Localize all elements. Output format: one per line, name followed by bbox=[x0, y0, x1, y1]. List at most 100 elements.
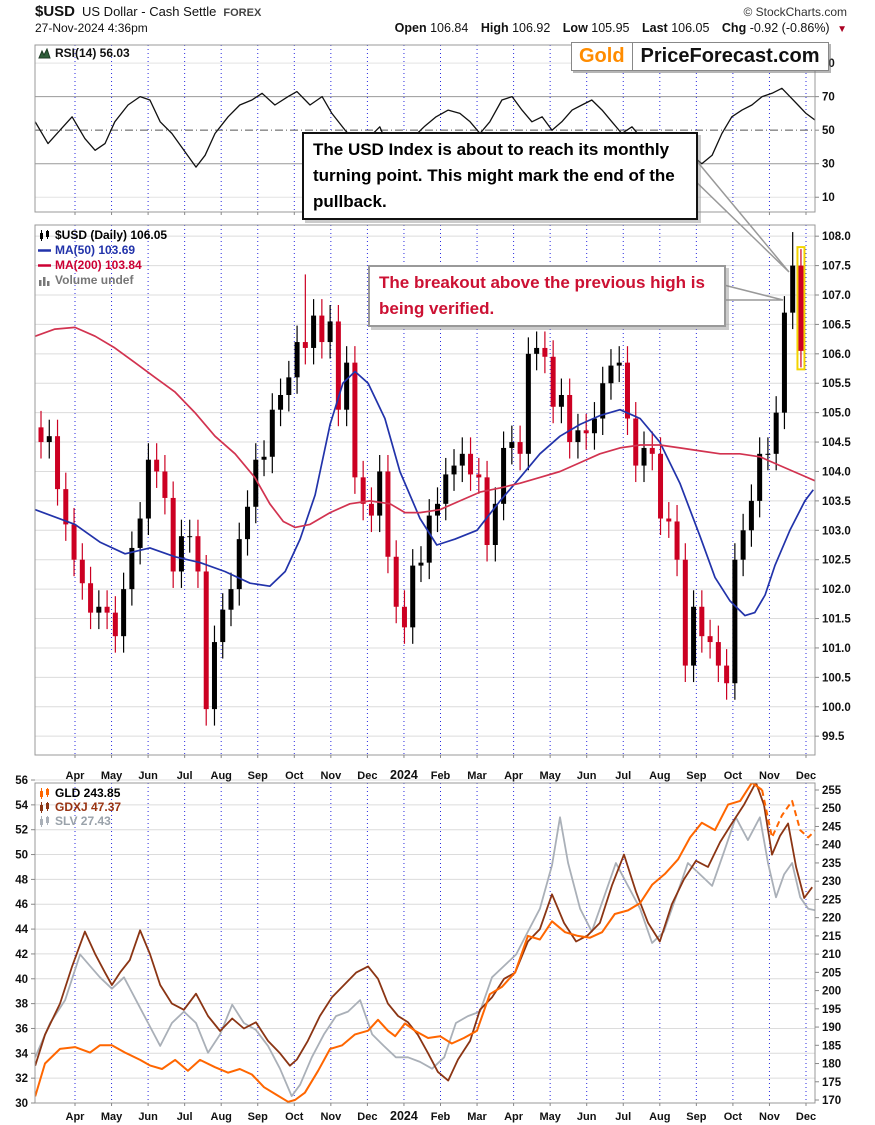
axis-label: 102.0 bbox=[822, 584, 851, 596]
metals-series bbox=[35, 783, 815, 1103]
axis-label: 70 bbox=[822, 92, 835, 104]
candle-body bbox=[509, 442, 515, 448]
rsi-legend: RSI(14) 56.03 bbox=[38, 46, 130, 60]
candle-body bbox=[641, 447, 647, 466]
candle-body bbox=[591, 418, 597, 434]
chart-title: $USD US Dollar - Cash Settle FOREX bbox=[35, 3, 261, 20]
candle-body bbox=[418, 562, 424, 566]
candle-body bbox=[501, 447, 507, 504]
slv-legend-label: SLV 27.43 bbox=[55, 814, 111, 828]
axis-label: 220 bbox=[822, 913, 841, 925]
month-label: Aug bbox=[211, 1111, 232, 1123]
chg-value: -0.92 (-0.86%) bbox=[749, 21, 830, 35]
candle-body bbox=[368, 503, 374, 516]
candle-body bbox=[773, 412, 779, 454]
month-label: Dec bbox=[796, 770, 816, 782]
last-value: 106.05 bbox=[671, 21, 710, 35]
candle-body bbox=[71, 524, 77, 560]
month-label: Sep bbox=[686, 770, 706, 782]
month-label: Aug bbox=[649, 770, 670, 782]
axis-label: 42 bbox=[15, 949, 28, 961]
axis-label: 205 bbox=[822, 967, 842, 979]
month-label: Apr bbox=[66, 770, 86, 782]
axis-label: 195 bbox=[822, 1004, 842, 1016]
slv-line bbox=[35, 816, 815, 1097]
candle-body bbox=[633, 418, 639, 466]
candle-body bbox=[542, 347, 548, 357]
ma200-line-icon bbox=[38, 260, 51, 271]
ma50-line-icon bbox=[38, 245, 51, 256]
gld-line bbox=[761, 789, 815, 839]
candle-body bbox=[327, 321, 333, 343]
callout-turning-point: The USD Index is about to reach its mont… bbox=[302, 132, 698, 220]
axis-label: 10 bbox=[822, 192, 835, 204]
candle-body bbox=[393, 556, 399, 607]
candle-body bbox=[55, 436, 61, 490]
month-label: Sep bbox=[686, 1111, 706, 1123]
month-label: Oct bbox=[285, 1111, 304, 1123]
axis-label: 255 bbox=[822, 785, 842, 797]
month-label: May bbox=[539, 770, 561, 782]
candle-body bbox=[344, 362, 350, 410]
month-label: Feb bbox=[431, 770, 451, 782]
candle-body bbox=[600, 383, 606, 419]
candle-body bbox=[352, 362, 358, 478]
month-label: Jun bbox=[138, 770, 158, 782]
volume-legend: Volume undef bbox=[38, 273, 133, 287]
month-label: Dec bbox=[357, 770, 377, 782]
month-label: Sep bbox=[248, 770, 268, 782]
low-value: 105.95 bbox=[591, 21, 630, 35]
axis-label: 50 bbox=[822, 125, 835, 137]
source-credit: © StockCharts.com bbox=[743, 5, 847, 19]
candle-body bbox=[360, 477, 366, 504]
candle-body bbox=[79, 559, 85, 584]
candle-body bbox=[178, 536, 184, 572]
candle-body bbox=[162, 471, 168, 498]
candle-body bbox=[443, 474, 449, 504]
month-label: Nov bbox=[320, 1111, 342, 1123]
candle-body bbox=[674, 521, 680, 560]
candle-body bbox=[294, 342, 300, 378]
axis-label: 225 bbox=[822, 894, 842, 906]
axis-label: 106.5 bbox=[822, 319, 851, 331]
candle-body bbox=[145, 459, 151, 519]
candle-body bbox=[38, 427, 44, 443]
axis-label: 30 bbox=[15, 1098, 28, 1110]
axis-label: 190 bbox=[822, 1022, 841, 1034]
candle-body bbox=[748, 500, 754, 531]
month-label: Dec bbox=[796, 1111, 816, 1123]
candle-body bbox=[583, 430, 589, 434]
open-value: 106.84 bbox=[430, 21, 469, 35]
logo-gold-text: Gold bbox=[572, 43, 633, 70]
timestamp: 27-Nov-2024 4:36pm bbox=[35, 21, 148, 35]
candle-body bbox=[170, 497, 176, 572]
ma50-legend-label: MA(50) 103.69 bbox=[55, 243, 136, 257]
month-label: Dec bbox=[357, 1111, 377, 1123]
candle-body bbox=[203, 571, 209, 710]
candle-body bbox=[468, 453, 474, 475]
axis-label: 108.0 bbox=[822, 231, 851, 243]
candle-body bbox=[46, 436, 52, 443]
candle-body bbox=[104, 606, 110, 613]
goldpriceforecast-logo[interactable]: Gold PriceForecast.com bbox=[571, 42, 829, 71]
candle-body bbox=[765, 453, 771, 455]
axis-label: 210 bbox=[822, 949, 841, 961]
quote-summary: Open 106.84 High 106.92 Low 105.95 Last … bbox=[386, 21, 847, 35]
axis-label: 170 bbox=[822, 1095, 841, 1107]
ma50-legend: MA(50) 103.69 bbox=[38, 243, 135, 257]
candle-body bbox=[195, 536, 201, 572]
axis-label: 38 bbox=[15, 999, 28, 1011]
candle-body bbox=[732, 559, 738, 684]
candle-body bbox=[534, 347, 540, 354]
axis-label: 100.5 bbox=[822, 672, 851, 684]
axis-label: 103.0 bbox=[822, 525, 851, 537]
axis-label: 105.5 bbox=[822, 378, 851, 390]
candle-body bbox=[550, 356, 556, 407]
candle-body bbox=[608, 365, 614, 384]
axis-label: 52 bbox=[15, 825, 28, 837]
axis-label: 107.0 bbox=[822, 290, 851, 302]
down-arrow-icon: ▼ bbox=[837, 24, 847, 35]
candle-body bbox=[220, 609, 226, 643]
month-label: Jul bbox=[177, 770, 193, 782]
gdxj-candlestick-icon bbox=[38, 801, 51, 813]
